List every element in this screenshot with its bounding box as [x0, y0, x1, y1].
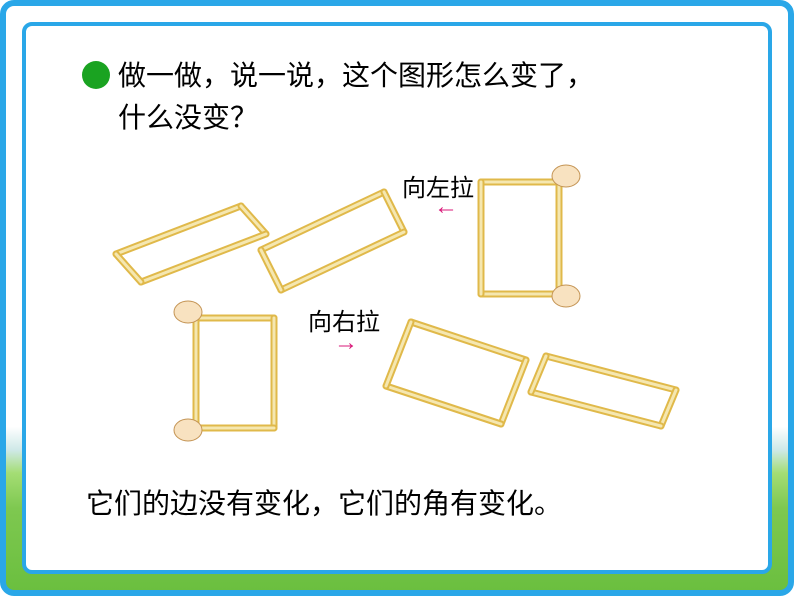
shape-r2-2 — [386, 322, 526, 424]
hand-icon — [552, 285, 580, 307]
hand-icon — [552, 165, 580, 187]
slide-inner-frame: 做一做，说一说，这个图形怎么变了， 什么没变？ 向左拉 ← 向右拉 → — [22, 22, 772, 574]
hand-icon — [174, 301, 202, 323]
shape-r1-3 — [481, 165, 580, 307]
answer-text: 它们的边没有变化，它们的角有变化。 — [86, 482, 726, 522]
shape-r2-3 — [531, 356, 676, 426]
slide-outer-frame: 做一做，说一说，这个图形怎么变了， 什么没变？ 向左拉 ← 向右拉 → — [0, 0, 794, 596]
shape-r1-1 — [116, 206, 266, 282]
shape-r1-2 — [261, 192, 404, 290]
shape-r2-1 — [174, 301, 274, 441]
content-area: 做一做，说一说，这个图形怎么变了， 什么没变？ 向左拉 ← 向右拉 → — [26, 26, 768, 570]
hand-icon — [174, 419, 202, 441]
